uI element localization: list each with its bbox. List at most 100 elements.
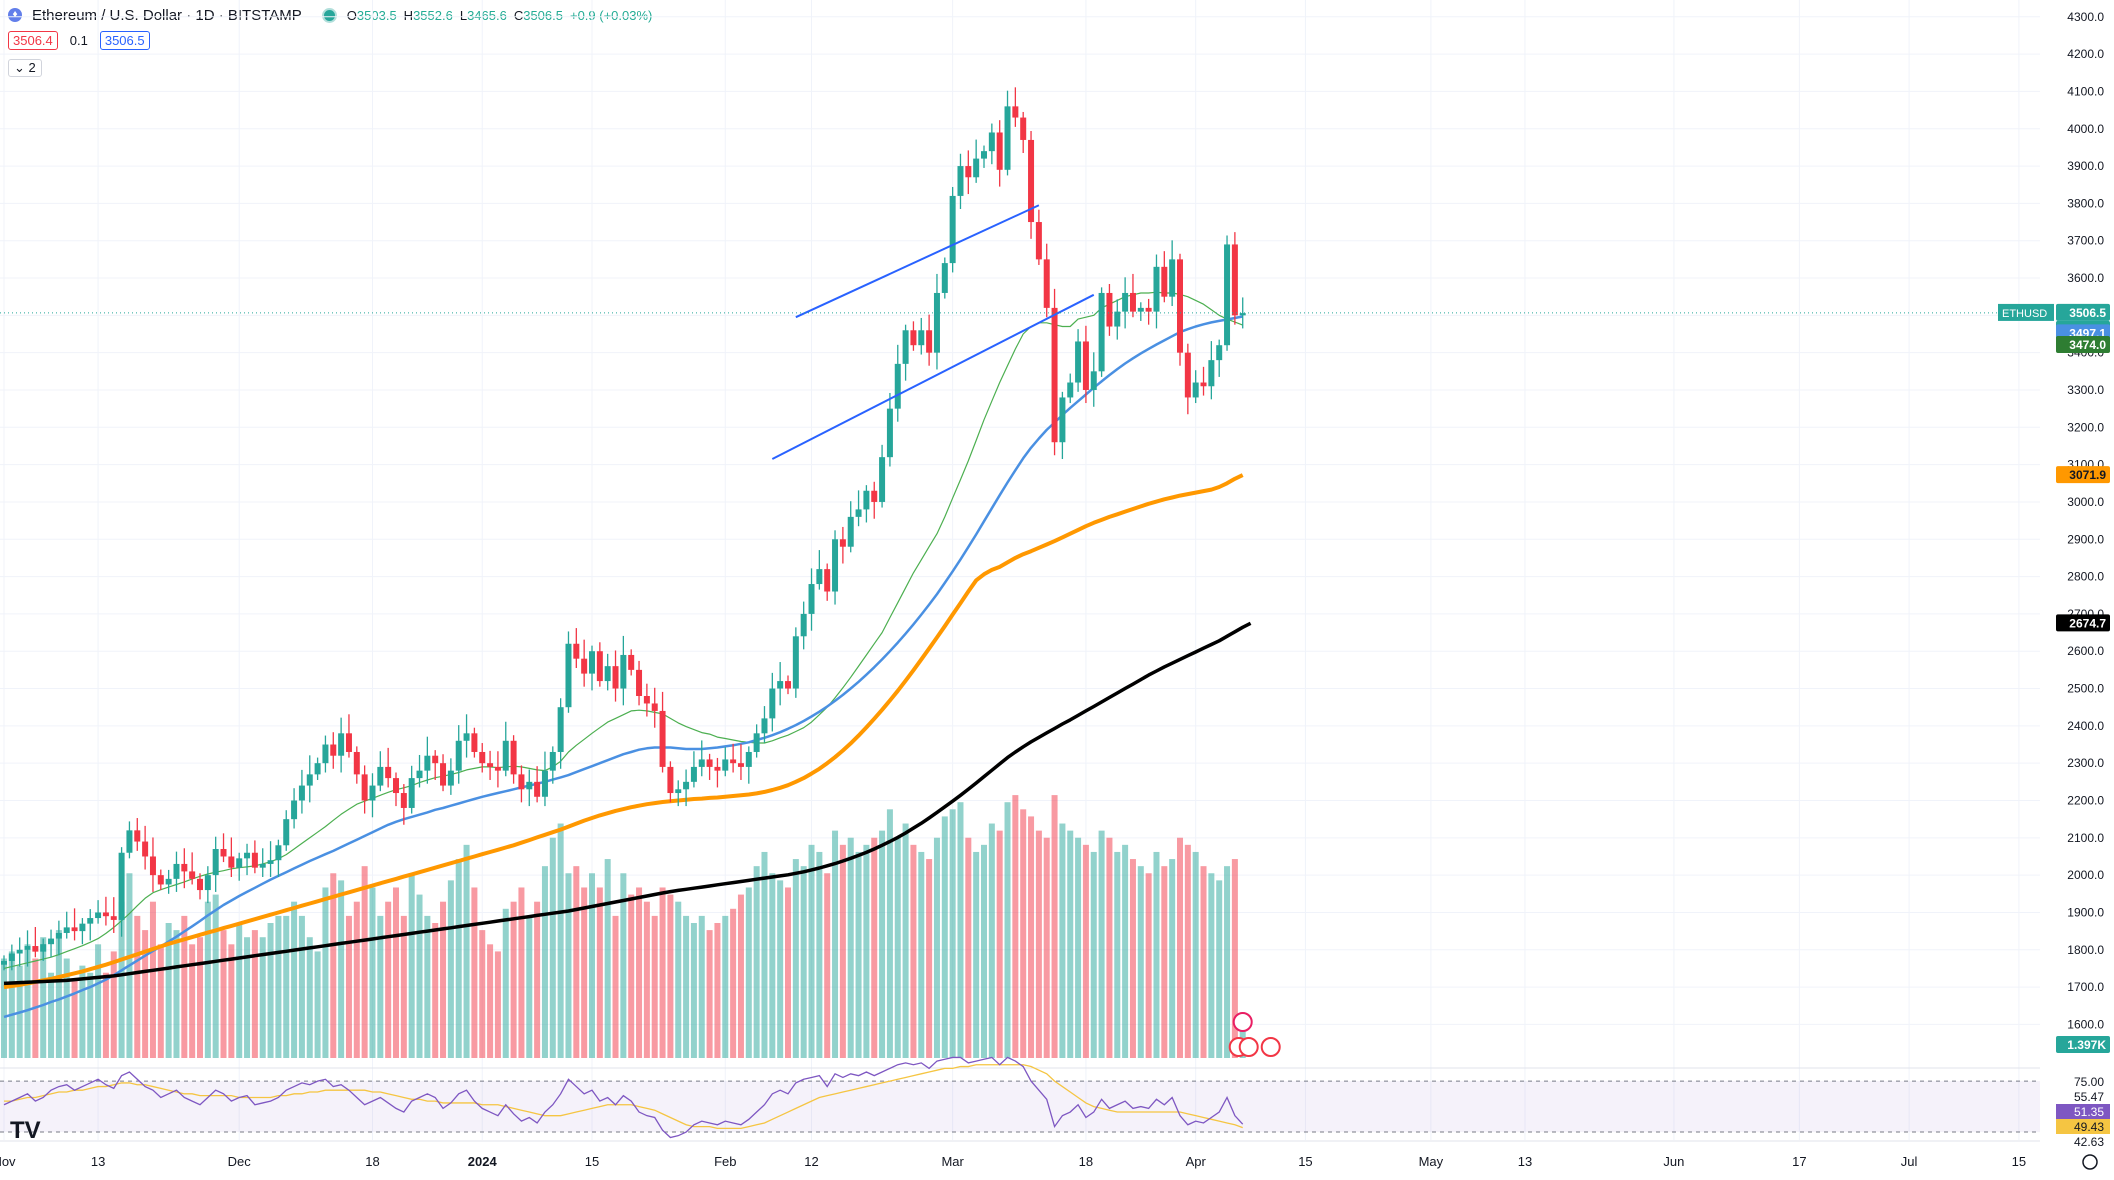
channel-lower-line (771, 293, 1095, 460)
volume-bar (502, 908, 509, 1058)
volume-bar (581, 887, 588, 1058)
volume-bar (369, 887, 376, 1058)
price-tick-label: 1600.0 (2067, 1017, 2104, 1031)
candle-body (502, 740, 509, 771)
volume-bar (1216, 880, 1223, 1058)
candle-body (1239, 313, 1246, 316)
ma200-line (3, 621, 1252, 986)
candle-body (863, 490, 870, 510)
candle-body (973, 158, 980, 178)
candle-body (847, 516, 854, 547)
time-tick-label: 15 (585, 1154, 599, 1169)
symbol-title[interactable]: Ethereum / U.S. Dollar · 1D · BITSTAMP (32, 6, 302, 24)
candle-body (926, 330, 933, 353)
volume-bar (730, 908, 737, 1058)
candle-body (220, 849, 227, 857)
volume-bar (941, 816, 948, 1058)
time-tick-label: Dec (228, 1154, 252, 1169)
volume-bar (267, 923, 274, 1058)
candle-body (24, 946, 31, 950)
volume-bar (361, 866, 368, 1058)
low-label: L (459, 7, 468, 23)
candle-body (1075, 341, 1082, 383)
volume-bar (440, 901, 447, 1058)
candle-body (494, 766, 501, 771)
price-tick-label: 4100.0 (2067, 84, 2104, 98)
volume-bar (612, 915, 619, 1058)
change-value: +0.9 (+0.03%) (569, 7, 653, 23)
volume-bar (244, 937, 251, 1058)
candle-body (1028, 139, 1035, 223)
volume-bar (745, 887, 752, 1058)
volume-bar (212, 894, 219, 1058)
symbol-tag: ETHUSD (2002, 308, 2047, 320)
candle-body (432, 755, 439, 764)
price-tick-label: 3200.0 (2067, 420, 2104, 434)
candle-body (565, 643, 572, 708)
candle-body (957, 166, 964, 196)
candle-body (620, 654, 627, 689)
event-markers[interactable] (1228, 1012, 1281, 1057)
trend-channel[interactable] (771, 204, 1095, 460)
volume-bar (416, 894, 423, 1058)
volume-bar (479, 930, 486, 1058)
symbol-tag-bg (1998, 303, 2054, 321)
volume-bar (1231, 859, 1238, 1058)
time-axis[interactable]: Nov 13 Dec 18 2024 15 Feb 12 Mar 18 Apr 15 May 13 Jun 1… (0, 1140, 2098, 1170)
rsi-axis-label: 55.47 (2074, 1090, 2104, 1104)
candle-body (95, 912, 102, 919)
volume-bar (737, 894, 744, 1058)
rsi-tag-bg (2056, 1119, 2110, 1134)
candle-body (573, 643, 580, 659)
candle-body (879, 457, 886, 502)
volume-bar (1129, 859, 1136, 1058)
volume-bar (894, 837, 901, 1058)
candle-body (1122, 292, 1129, 312)
volume-bar (832, 830, 839, 1058)
volume-bar (345, 915, 352, 1058)
ohlc-values: O3503.5 H3552.6 L3465.6 C3506.5 +0.9 (+0… (347, 8, 653, 23)
volume-bar (400, 915, 407, 1058)
candle-body (87, 918, 94, 924)
candle-body (526, 781, 533, 790)
sell-button[interactable]: 3506.4 (8, 31, 58, 50)
candle-body (1153, 266, 1160, 312)
volume-bar (981, 844, 987, 1058)
buy-button[interactable]: 3506.5 (99, 31, 150, 50)
candle-body (1114, 311, 1121, 327)
volume-bar (1192, 851, 1199, 1058)
candle-body (142, 841, 149, 857)
volume-bar (761, 851, 768, 1058)
rsi-axis-label: 51.35 (2074, 1105, 2104, 1119)
candle-body (683, 781, 690, 790)
volume-bar (714, 923, 721, 1058)
volume-bar (408, 873, 415, 1058)
price-tick-label: 3800.0 (2067, 196, 2104, 210)
candle-body (855, 509, 862, 517)
volume-bar (455, 859, 462, 1058)
candle-body (165, 878, 172, 885)
candle-body (361, 774, 368, 801)
time-tick-label: Feb (714, 1154, 736, 1169)
price-tick-label: 2200.0 (2067, 793, 2104, 807)
volume-bar (1, 958, 7, 1058)
volume-bar (1114, 851, 1121, 1058)
price-tick-label: 1700.0 (2067, 980, 2104, 994)
indicators-toggle-button[interactable]: ⌄ 2 (8, 59, 42, 77)
candle-body (596, 651, 603, 682)
volume-bar (1043, 837, 1050, 1058)
volume-bar (722, 915, 729, 1058)
tradingview-logo-text[interactable]: TV (10, 1117, 41, 1144)
volume-bar (40, 937, 47, 1058)
volume-bar (510, 901, 517, 1058)
volume-bar (1098, 830, 1105, 1058)
candle-body (839, 539, 846, 547)
volume-bar (1153, 851, 1160, 1058)
candle-body (510, 740, 517, 775)
volume-bar (157, 944, 164, 1058)
ma100-price-label-bg (2056, 466, 2110, 484)
price-axis[interactable]: 1600.0 1700.0 1800.0 1900.0 2000.0 2100.0 2200… (1998, 0, 2114, 1180)
tradingview-logo[interactable]: TV (10, 1117, 41, 1144)
volume-bar (620, 873, 627, 1058)
